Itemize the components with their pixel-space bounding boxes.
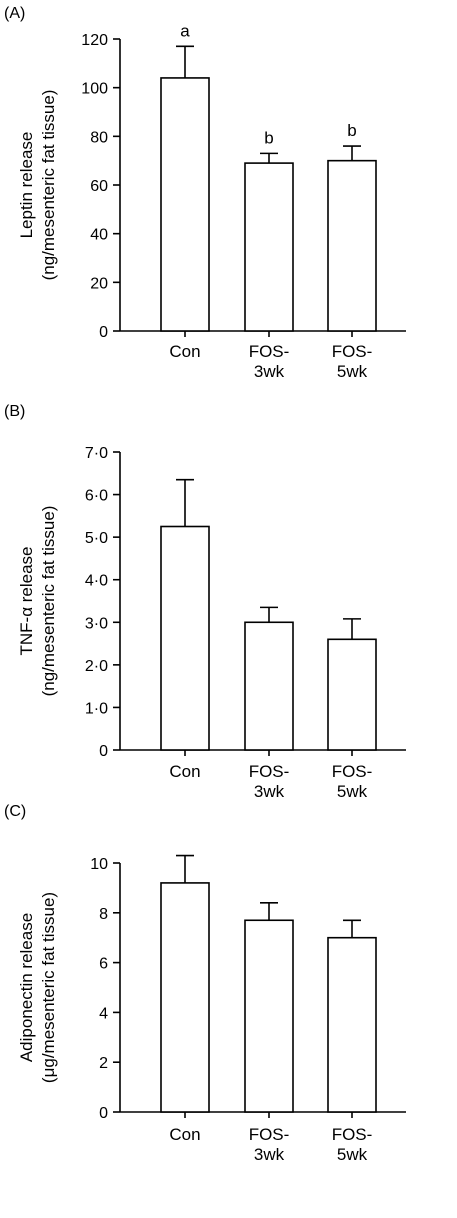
category-label-a: Con	[169, 342, 200, 361]
category-label-b: 3wk	[254, 782, 285, 800]
y-tick-label-b: 2·0	[85, 658, 108, 675]
panel-label-b: (B)	[4, 403, 25, 420]
category-label-b: FOS-	[249, 762, 290, 781]
category-label-b: FOS-	[332, 762, 373, 781]
category-label-b: 5wk	[337, 782, 368, 800]
y-tick-label-a: 60	[90, 178, 108, 195]
bar-c	[244, 919, 294, 1113]
y-tick-label-c: 6	[99, 956, 108, 973]
chart-panel-b: (B) 0 1·0 2·0 3·0 4·0 5·0 6·0 7·0 TNF-α release (n…	[0, 400, 457, 800]
y-tick-label-c: 10	[90, 856, 108, 873]
y-tick-label-c: 4	[99, 1005, 108, 1022]
y-tick-label-c: 8	[99, 906, 108, 923]
y-tick-label-c: 0	[99, 1105, 108, 1122]
y-tick-label-a: 20	[90, 275, 108, 292]
y-tick-label-a: 0	[99, 324, 108, 341]
y-tick-label-b: 1·0	[85, 700, 108, 717]
y-axis-label-a: (ng/mesenteric fat tissue)	[39, 90, 58, 281]
y-tick-label-a: 120	[81, 32, 108, 49]
y-axis-label-b: (ng/mesenteric fat tissue)	[39, 506, 58, 697]
y-axis-label-a: Leptin release	[17, 132, 36, 239]
panel-label-c: (C)	[4, 803, 26, 820]
y-axis-label-c: Adiponectin release	[17, 913, 36, 1062]
category-label-c: 3wk	[254, 1145, 285, 1164]
chart-svg-a: (A) 0 20 40 60 80 100 120 Leptin release (ng/mese…	[4, 5, 406, 381]
category-label-a: FOS-	[332, 342, 373, 361]
chart-svg-b: (B) 0 1·0 2·0 3·0 4·0 5·0 6·0 7·0 TNF-α release (n…	[4, 403, 406, 800]
category-label-a: 5wk	[337, 362, 368, 381]
chart-panel-c: (C) 0 2 4 6 8 10 Adiponectin release (μg/mesente…	[0, 800, 457, 1218]
bar-b	[160, 525, 210, 751]
chart-panel-a: (A) 0 20 40 60 80 100 120 Leptin release (ng/mese…	[0, 0, 457, 400]
bar-a	[327, 159, 377, 332]
bar-c	[160, 882, 210, 1113]
category-label-c: 5wk	[337, 1145, 368, 1164]
significance-label-a: b	[264, 128, 273, 147]
y-tick-label-b: 7·0	[85, 445, 108, 462]
significance-label-a: a	[180, 21, 190, 40]
y-axis-label-c: (μg/mesenteric fat tissue)	[39, 892, 58, 1083]
bar-a	[160, 77, 210, 332]
y-axis-label-b: TNF-α release	[17, 546, 36, 655]
y-tick-label-b: 4·0	[85, 573, 108, 590]
y-tick-label-c: 2	[99, 1055, 108, 1072]
bar-b	[244, 621, 294, 751]
y-tick-label-a: 80	[90, 129, 108, 146]
category-label-c: Con	[169, 1125, 200, 1144]
category-label-b: Con	[169, 762, 200, 781]
bar-a	[244, 162, 294, 332]
category-label-a: 3wk	[254, 362, 285, 381]
y-tick-label-a: 40	[90, 227, 108, 244]
panel-label-a: (A)	[4, 5, 25, 22]
category-label-c: FOS-	[249, 1125, 290, 1144]
y-tick-label-b: 3·0	[85, 615, 108, 632]
category-label-a: FOS-	[249, 342, 290, 361]
bar-c	[327, 936, 377, 1113]
significance-label-a: b	[347, 121, 356, 140]
category-label-c: FOS-	[332, 1125, 373, 1144]
bar-b	[327, 638, 377, 751]
y-tick-label-b: 5·0	[85, 530, 108, 547]
y-tick-label-a: 100	[81, 81, 108, 98]
y-tick-label-b: 0	[99, 743, 108, 760]
y-tick-label-b: 6·0	[85, 488, 108, 505]
chart-svg-c: (C) 0 2 4 6 8 10 Adiponectin release (μg/mesente…	[4, 803, 406, 1164]
